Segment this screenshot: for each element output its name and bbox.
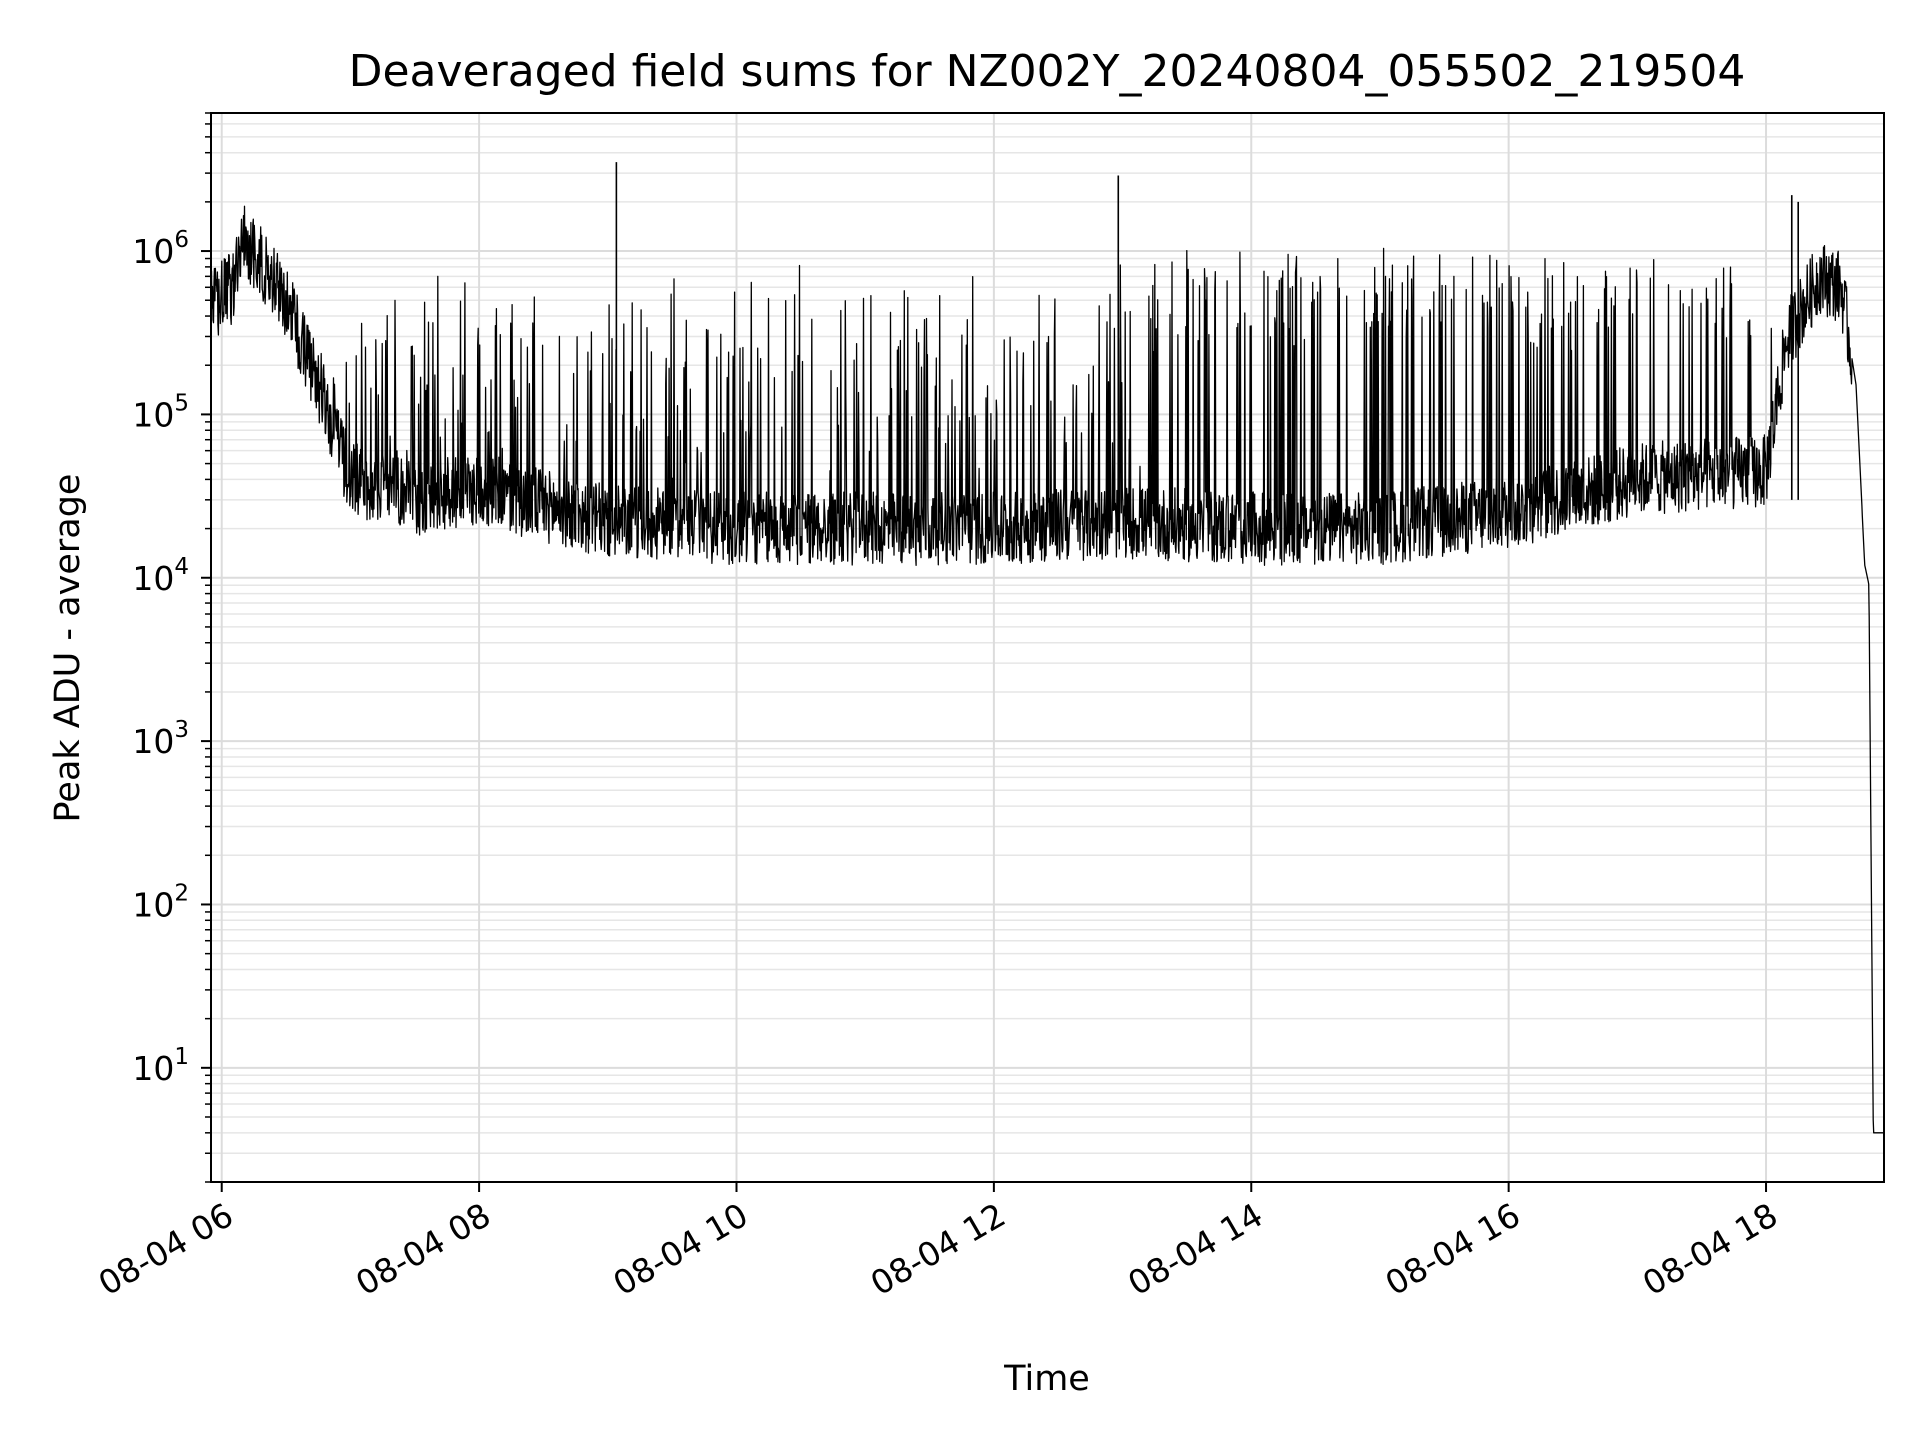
x-axis: 08-04 06 08-04 08 08-04 10 08-04 12 08-04 14… bbox=[92, 1182, 1784, 1303]
y-axis: 101 102 103 104 105 106 bbox=[132, 112, 211, 1183]
x-tick-label: 08-04 10 bbox=[606, 1195, 754, 1303]
plot-area bbox=[210, 162, 1885, 1134]
chart-title: Deaveraged field sums for NZ002Y_2024080… bbox=[349, 46, 1746, 97]
x-tick-label: 08-04 12 bbox=[864, 1195, 1012, 1303]
series-line bbox=[210, 205, 1885, 1134]
grid bbox=[211, 112, 1884, 1183]
axes-frame bbox=[210, 112, 1885, 1183]
y-tick-label: 105 bbox=[132, 390, 189, 434]
x-tick-label: 08-04 08 bbox=[349, 1195, 497, 1303]
x-tick-label: 08-04 14 bbox=[1121, 1195, 1269, 1303]
y-tick-label: 106 bbox=[132, 227, 189, 271]
x-tick-label: 08-04 18 bbox=[1636, 1195, 1784, 1303]
y-axis-label: Peak ADU - average bbox=[48, 474, 88, 823]
y-tick-label: 102 bbox=[132, 880, 189, 924]
y-tick-label: 104 bbox=[132, 554, 189, 598]
y-tick-label: 101 bbox=[132, 1044, 189, 1088]
x-tick-label: 08-04 16 bbox=[1379, 1195, 1527, 1303]
x-tick-label: 08-04 06 bbox=[92, 1195, 240, 1303]
y-tick-label: 103 bbox=[132, 717, 189, 761]
x-axis-label: Time bbox=[1003, 1359, 1090, 1399]
